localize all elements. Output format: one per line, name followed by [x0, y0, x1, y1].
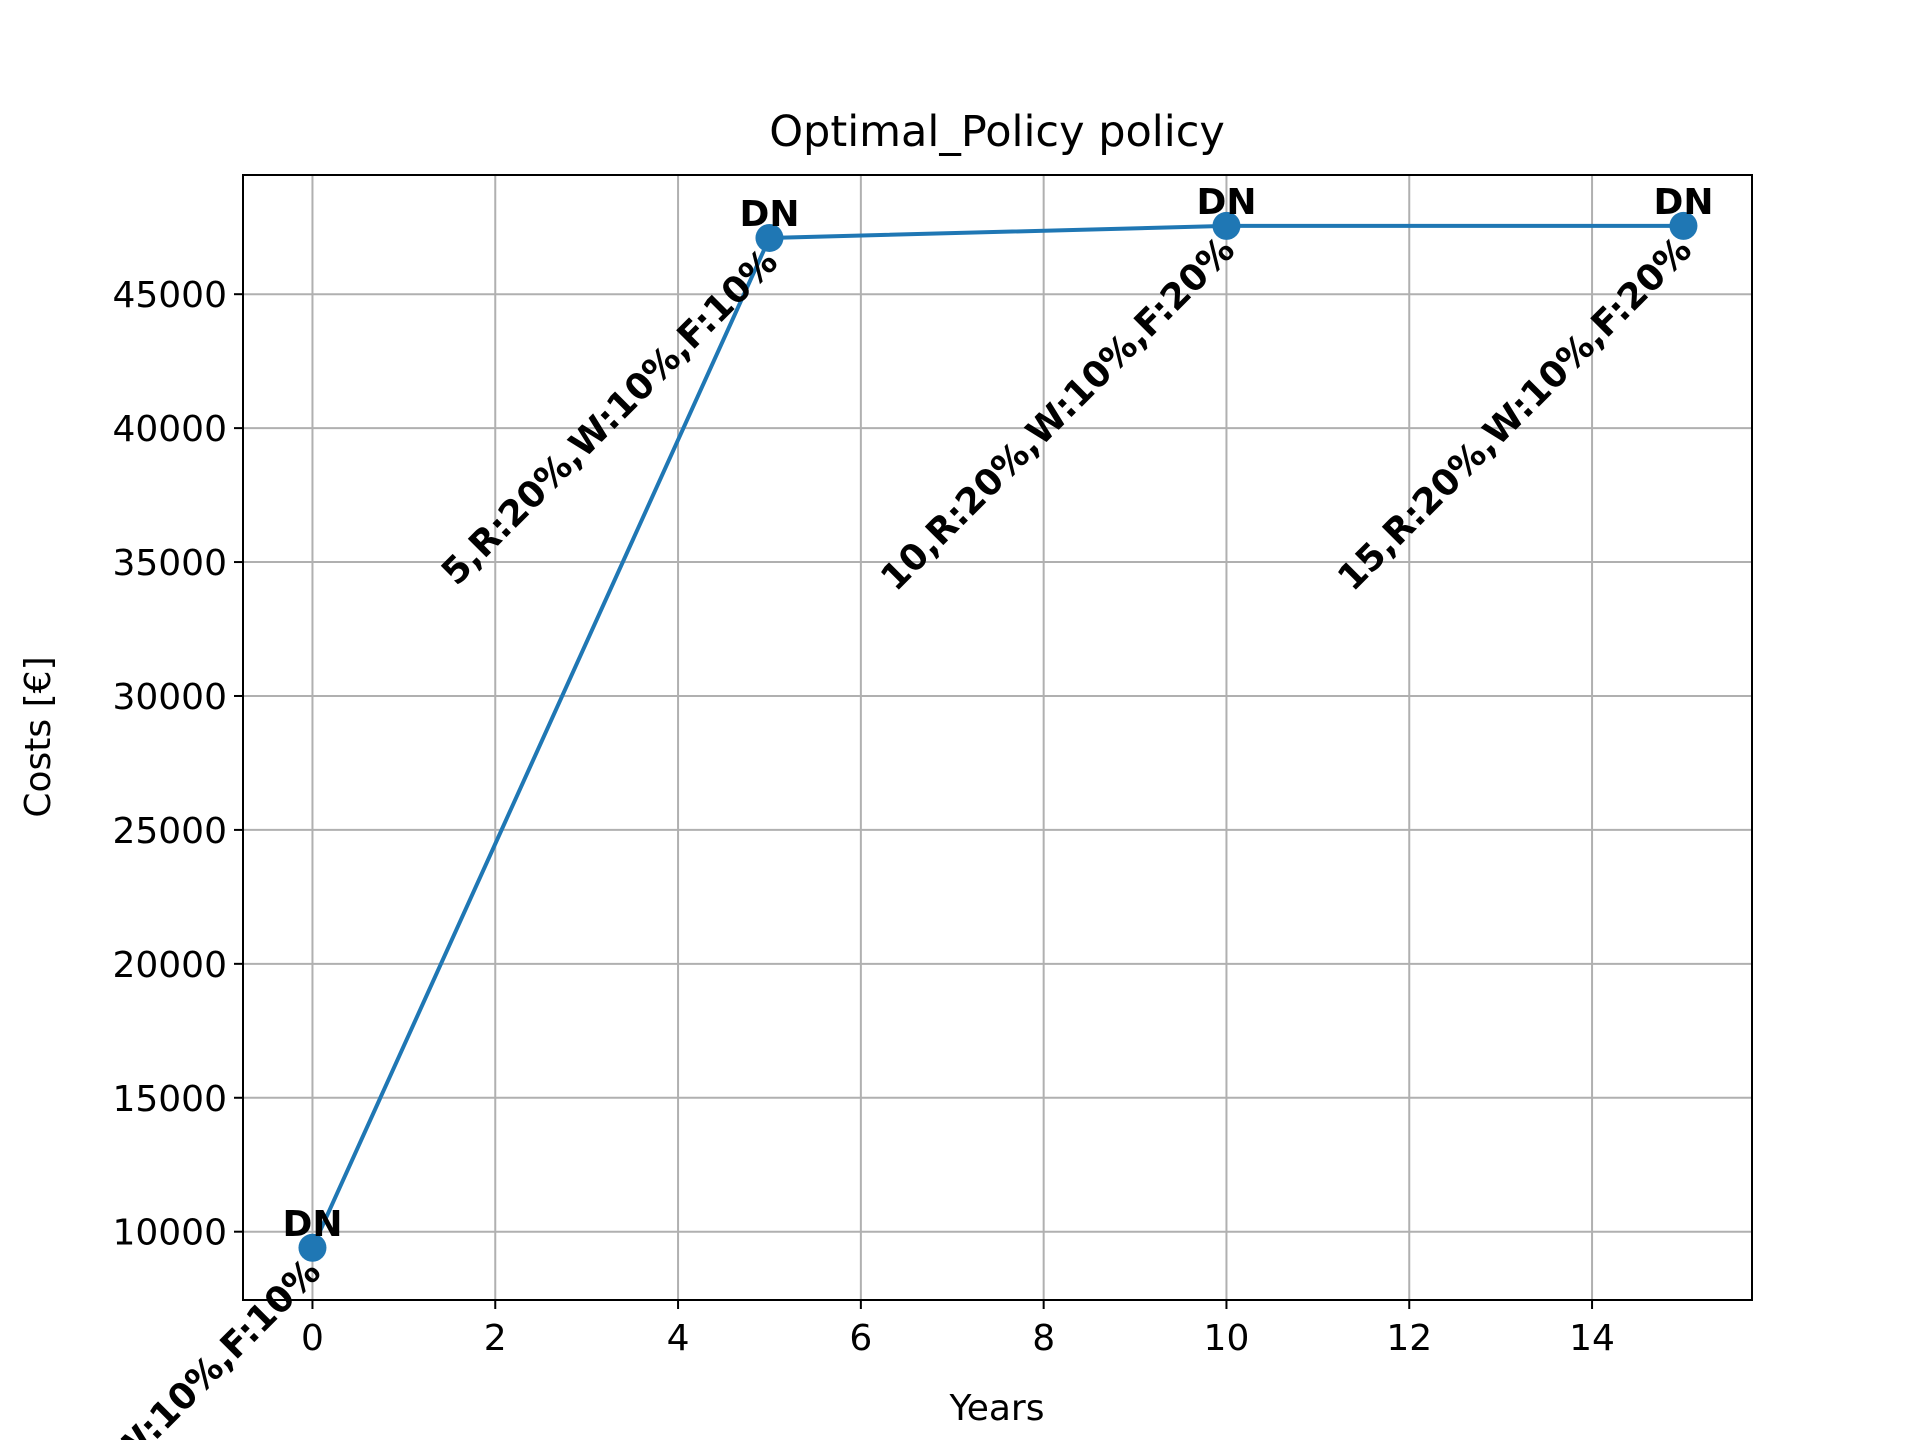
x-tick-label: 12	[1386, 1318, 1432, 1359]
x-tick-label: 6	[849, 1318, 872, 1359]
y-tick-label: 35000	[112, 543, 227, 584]
x-tick-label: 2	[484, 1318, 507, 1359]
y-tick-label: 40000	[112, 409, 227, 450]
y-tick-label: 15000	[112, 1079, 227, 1120]
point-label: DN	[1653, 182, 1713, 223]
y-tick-label: 25000	[112, 811, 227, 852]
x-tick-label: 0	[301, 1318, 324, 1359]
point-label: DN	[282, 1204, 342, 1245]
x-tick-label: 10	[1204, 1318, 1250, 1359]
marker	[298, 1233, 327, 1262]
chart-title: Optimal_Policy policy	[769, 107, 1225, 157]
y-tick-label: 30000	[112, 677, 227, 718]
y-axis-label: Costs [€]	[18, 656, 59, 817]
line	[310, 223, 1684, 1249]
plot	[298, 211, 1698, 1262]
y-tick-label: 20000	[112, 945, 227, 986]
x-tick-label: 8	[1032, 1318, 1055, 1359]
plot-frame	[242, 174, 1753, 1301]
marker	[1212, 211, 1241, 240]
point-label: DN	[1196, 182, 1256, 223]
y-tick-label: 45000	[112, 275, 227, 316]
y-tick-label: 10000	[112, 1213, 227, 1254]
marker	[755, 223, 784, 252]
x-tick-label: 4	[667, 1318, 690, 1359]
marker	[1669, 211, 1698, 240]
point-label: DN	[739, 194, 799, 235]
x-axis-label: Years	[949, 1388, 1045, 1429]
grid	[243, 175, 1752, 1300]
x-tick-label: 14	[1569, 1318, 1615, 1359]
